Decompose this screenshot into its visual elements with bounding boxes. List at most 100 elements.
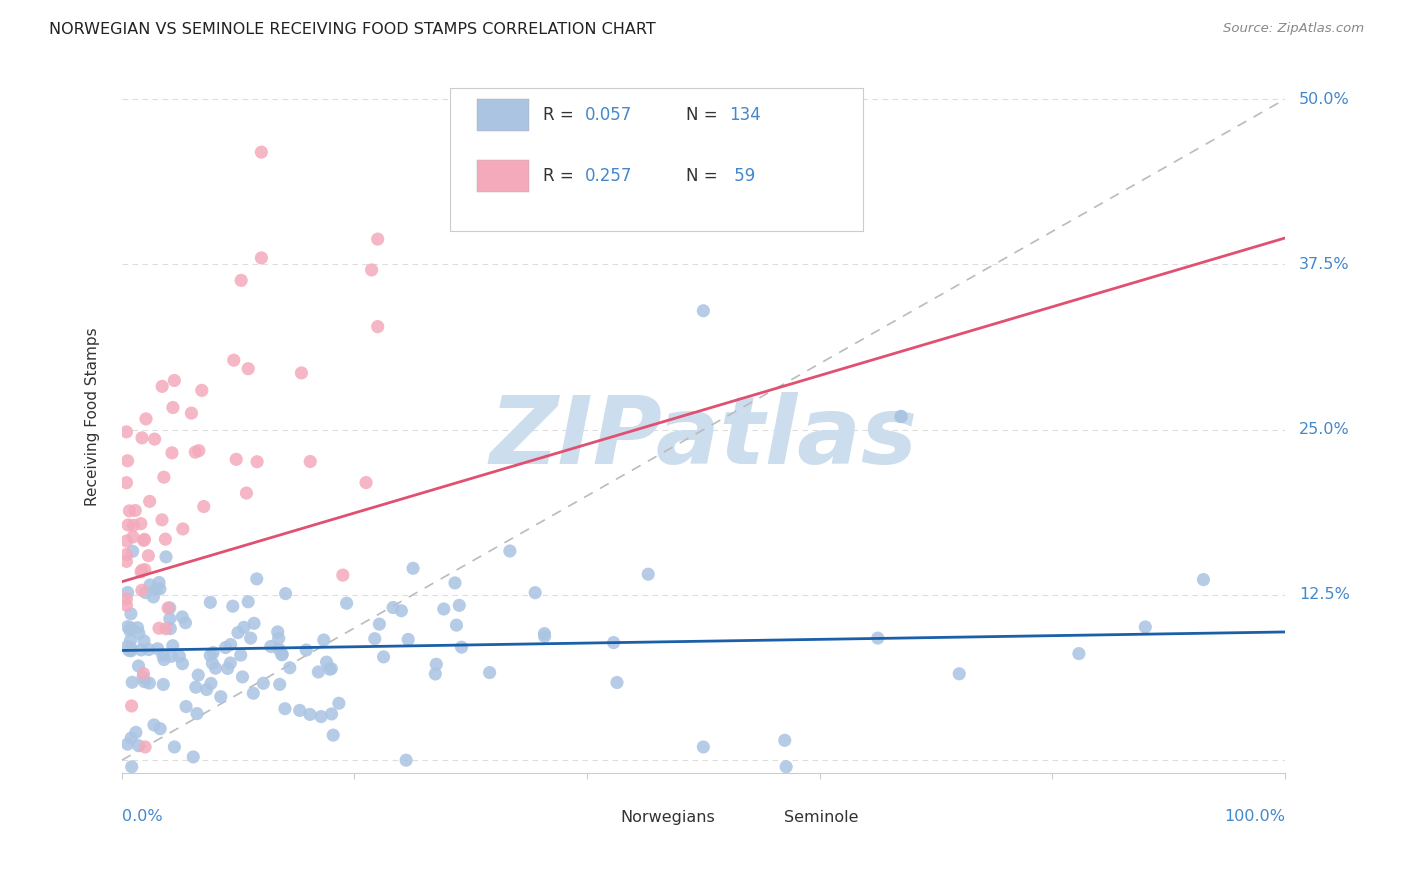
Point (226, 625, 249, 640)
Point (159, 622, 181, 636)
Point (449, 599, 471, 613)
Point (692, 739, 714, 754)
Text: 100.0%: 100.0% (1223, 809, 1285, 824)
Point (269, 642, 291, 657)
Point (364, 632, 387, 646)
Point (219, 656, 242, 670)
Point (115, 598, 138, 612)
Point (890, 409, 912, 424)
Point (163, 374, 186, 388)
Point (160, 649, 183, 664)
Point (328, 696, 350, 710)
Point (389, 604, 412, 618)
Point (360, 263, 382, 277)
Point (117, 737, 139, 751)
Point (129, 565, 152, 579)
Point (155, 622, 177, 636)
Text: Source: ZipAtlas.com: Source: ZipAtlas.com (1223, 22, 1364, 36)
Point (533, 629, 555, 643)
Point (373, 649, 395, 664)
Point (118, 504, 141, 518)
Point (252, 676, 274, 690)
Point (117, 620, 139, 634)
Text: N =: N = (686, 106, 723, 124)
Point (295, 643, 318, 657)
Point (238, 595, 260, 609)
Point (138, 549, 160, 563)
Text: 59: 59 (728, 167, 755, 185)
Point (128, 626, 150, 640)
Point (229, 648, 252, 662)
Point (125, 725, 148, 739)
Point (120, 644, 142, 658)
Point (120, 731, 142, 745)
Point (246, 572, 269, 586)
Text: 12.5%: 12.5% (1299, 588, 1350, 602)
Point (120, 641, 142, 656)
Point (150, 513, 173, 527)
Point (368, 617, 391, 632)
Point (131, 431, 153, 445)
Point (250, 145, 273, 160)
Point (181, 750, 204, 764)
Point (186, 706, 208, 721)
Point (117, 454, 139, 468)
Point (321, 706, 343, 721)
Text: R =: R = (543, 167, 579, 185)
Point (637, 567, 659, 582)
Point (134, 533, 156, 547)
Text: 0.0%: 0.0% (122, 809, 163, 824)
Point (195, 682, 218, 697)
Point (159, 600, 181, 615)
Point (242, 686, 264, 700)
Point (271, 648, 294, 662)
Point (318, 662, 340, 676)
Point (121, 698, 143, 713)
Point (162, 401, 184, 415)
Point (433, 602, 456, 616)
Point (450, 640, 472, 655)
Point (122, 518, 145, 533)
Point (606, 675, 628, 690)
Point (1067, 647, 1090, 661)
Point (117, 518, 139, 533)
Point (120, 607, 142, 621)
Point (143, 718, 166, 732)
Point (307, 665, 329, 679)
Point (191, 384, 214, 398)
Point (117, 639, 139, 653)
Point (395, 753, 418, 767)
Point (149, 722, 172, 736)
Point (187, 443, 209, 458)
Text: Seminole: Seminole (783, 810, 858, 825)
Point (131, 583, 153, 598)
Point (444, 575, 467, 590)
Text: NORWEGIAN VS SEMINOLE RECEIVING FOOD STAMPS CORRELATION CHART: NORWEGIAN VS SEMINOLE RECEIVING FOOD STA… (49, 22, 657, 37)
Point (288, 703, 311, 717)
Point (478, 665, 501, 680)
Point (267, 632, 290, 646)
Point (115, 548, 138, 562)
Point (336, 596, 359, 610)
Point (235, 486, 257, 500)
Text: N =: N = (686, 167, 723, 185)
Point (155, 549, 177, 564)
Bar (477, 160, 529, 192)
Text: 50.0%: 50.0% (1299, 92, 1350, 107)
Point (499, 544, 522, 558)
Point (128, 659, 150, 673)
Point (134, 674, 156, 689)
Point (775, 760, 797, 774)
Point (312, 633, 335, 648)
Point (321, 662, 343, 676)
Point (266, 624, 288, 639)
Point (143, 432, 166, 446)
Point (124, 503, 146, 517)
Point (131, 563, 153, 577)
Text: 0.257: 0.257 (585, 167, 633, 185)
Point (115, 475, 138, 490)
Point (222, 599, 245, 614)
Point (121, 675, 143, 690)
Point (222, 353, 245, 368)
Point (184, 445, 207, 459)
